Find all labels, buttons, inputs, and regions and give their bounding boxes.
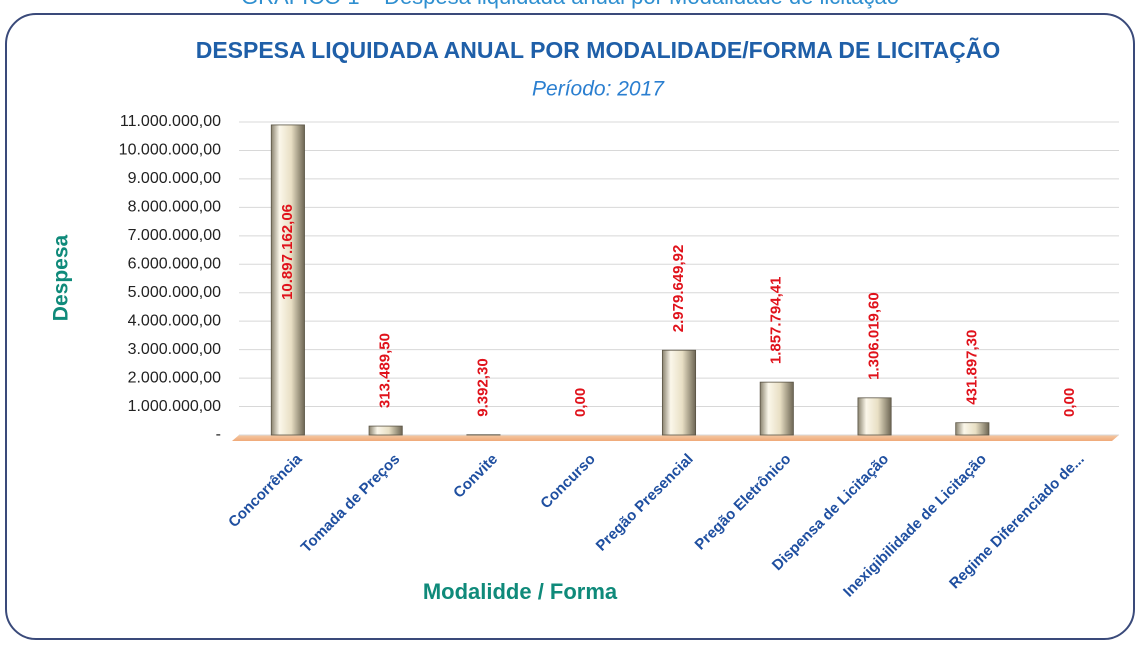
data-label: 0,00 [1061,388,1078,417]
y-tick-label: 11.000.000,00 [120,113,221,130]
y-tick-label: 2.000.000,00 [128,369,222,386]
y-tick-label: 9.000.000,00 [128,170,222,187]
chart-subtitle: Período: 2017 [532,78,665,101]
chart-title: DESPESA LIQUIDADA ANUAL POR MODALIDADE/F… [196,36,1001,63]
y-tick-label: 10.000.000,00 [119,142,221,159]
data-label: 10.897.162,06 [279,204,296,300]
bar [661,349,697,436]
caption: GRÁFICO 1 – Despesa liquidada anual por … [241,0,899,9]
data-label: 9.392,30 [474,358,491,416]
data-label: 1.306.019,60 [866,292,883,380]
y-tick-label: 4.000.000,00 [128,312,222,329]
bar [759,381,794,436]
y-tick-label: 3.000.000,00 [128,341,222,358]
bar [955,422,990,436]
y-tick-label: 5.000.000,00 [128,284,222,301]
data-label: 2.979.649,92 [670,245,687,333]
bar [270,124,305,436]
x-axis-label: Modalidde / Forma [423,579,618,604]
data-label: 0,00 [572,388,589,417]
data-label: 313.489,50 [377,333,394,408]
data-label: 1.857.794,41 [768,277,785,365]
y-tick-label: - [216,426,221,443]
y-tick-label: 6.000.000,00 [128,255,222,272]
data-label: 431.897,30 [963,330,980,405]
floor [232,435,1119,441]
y-tick-label: 8.000.000,00 [128,199,222,216]
y-tick-label: 1.000.000,00 [128,398,222,415]
y-tick-label: 7.000.000,00 [128,227,222,244]
bar [857,397,892,436]
y-axis-label: Despesa [50,234,73,321]
bar [368,425,403,436]
